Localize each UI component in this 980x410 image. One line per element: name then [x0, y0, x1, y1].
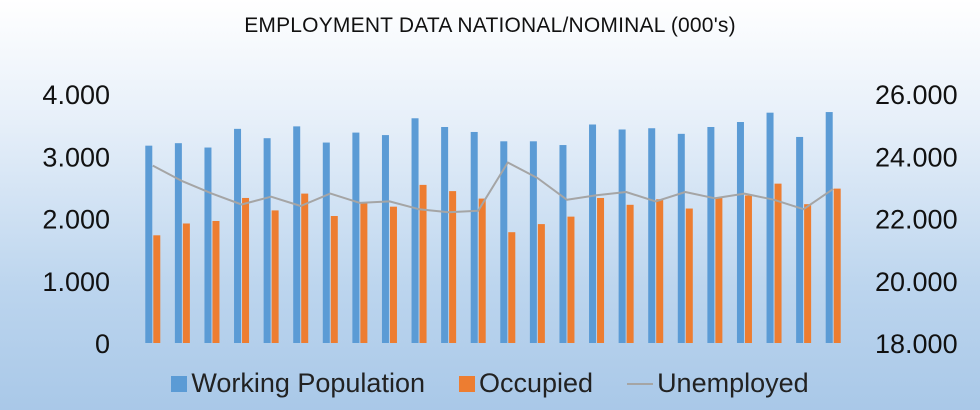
bar-working-population [174, 143, 182, 343]
bar-occupied [419, 184, 427, 343]
bar-occupied [567, 216, 575, 343]
left-axis-tick-label: 4.000 [42, 80, 110, 110]
left-axis-tick-label: 0 [95, 329, 110, 359]
legend-item-unemployed: Unemployed [627, 368, 809, 399]
bar-working-population [352, 132, 360, 343]
bar-occupied [715, 197, 723, 343]
bar-occupied [537, 224, 545, 343]
bar-occupied [389, 206, 397, 343]
bar-occupied [449, 191, 457, 343]
bar-occupied [330, 216, 338, 343]
bar-working-population [381, 135, 389, 343]
chart-title: EMPLOYMENT DATA NATIONAL/NOMINAL (000's) [244, 14, 736, 37]
bar-occupied [685, 208, 693, 343]
bar-occupied [153, 235, 161, 343]
left-axis-tick-label: 3.000 [42, 142, 110, 172]
bar-occupied [212, 220, 220, 343]
bar-working-population [500, 141, 508, 343]
bar-working-population [529, 141, 537, 343]
bar-occupied [626, 204, 634, 343]
bar-occupied [656, 199, 664, 343]
bar-occupied [271, 210, 279, 343]
right-axis-tick-label: 18.000 [875, 329, 958, 359]
bar-working-population [677, 133, 685, 343]
bar-working-population [441, 126, 449, 344]
legend: Working Population Occupied Unemployed [0, 368, 980, 399]
bar-occupied [774, 183, 782, 343]
legend-label-working-population: Working Population [191, 368, 425, 398]
legend-item-occupied: Occupied [458, 368, 594, 399]
line-unemployed [152, 161, 834, 214]
bar-occupied [360, 202, 368, 343]
bar-occupied [301, 193, 309, 343]
bar-working-population [618, 129, 626, 343]
bar-working-population [263, 138, 271, 343]
bar-working-population [825, 112, 833, 344]
bar-working-population [411, 118, 419, 343]
legend-swatch-occupied [458, 375, 475, 392]
right-axis-tick-label: 24.000 [875, 142, 958, 172]
bar-working-population [648, 128, 656, 343]
bar-occupied [597, 197, 605, 343]
legend-item-working-population: Working Population [171, 368, 425, 399]
right-axis-tick-label: 26.000 [875, 80, 958, 110]
bar-working-population [707, 126, 715, 344]
bar-working-population [736, 122, 744, 343]
bar-working-population [204, 147, 212, 343]
legend-label-occupied: Occupied [478, 368, 594, 398]
legend-label-unemployed: Unemployed [657, 368, 809, 398]
bar-occupied [744, 195, 752, 343]
bar-working-population [796, 136, 804, 343]
bar-working-population [559, 145, 567, 343]
bar-working-population [766, 112, 774, 343]
right-axis-tick-label: 20.000 [875, 267, 958, 297]
bar-occupied [242, 197, 250, 343]
bar-working-population [145, 145, 153, 343]
bar-occupied [833, 188, 841, 343]
bar-occupied [182, 223, 190, 343]
bar-occupied [804, 204, 812, 343]
right-axis-tick-label: 22.000 [875, 205, 958, 235]
left-axis-tick-label: 2.000 [42, 205, 110, 235]
legend-swatch-unemployed [627, 382, 654, 385]
bar-working-population [293, 126, 301, 344]
bar-working-population [322, 142, 330, 343]
bar-working-population [589, 124, 597, 343]
bar-working-population [470, 131, 478, 343]
bar-working-population [234, 128, 242, 343]
left-axis-tick-label: 1.000 [42, 267, 110, 297]
bar-occupied [508, 232, 516, 343]
legend-swatch-working-population [171, 375, 188, 392]
bar-occupied [478, 198, 486, 343]
